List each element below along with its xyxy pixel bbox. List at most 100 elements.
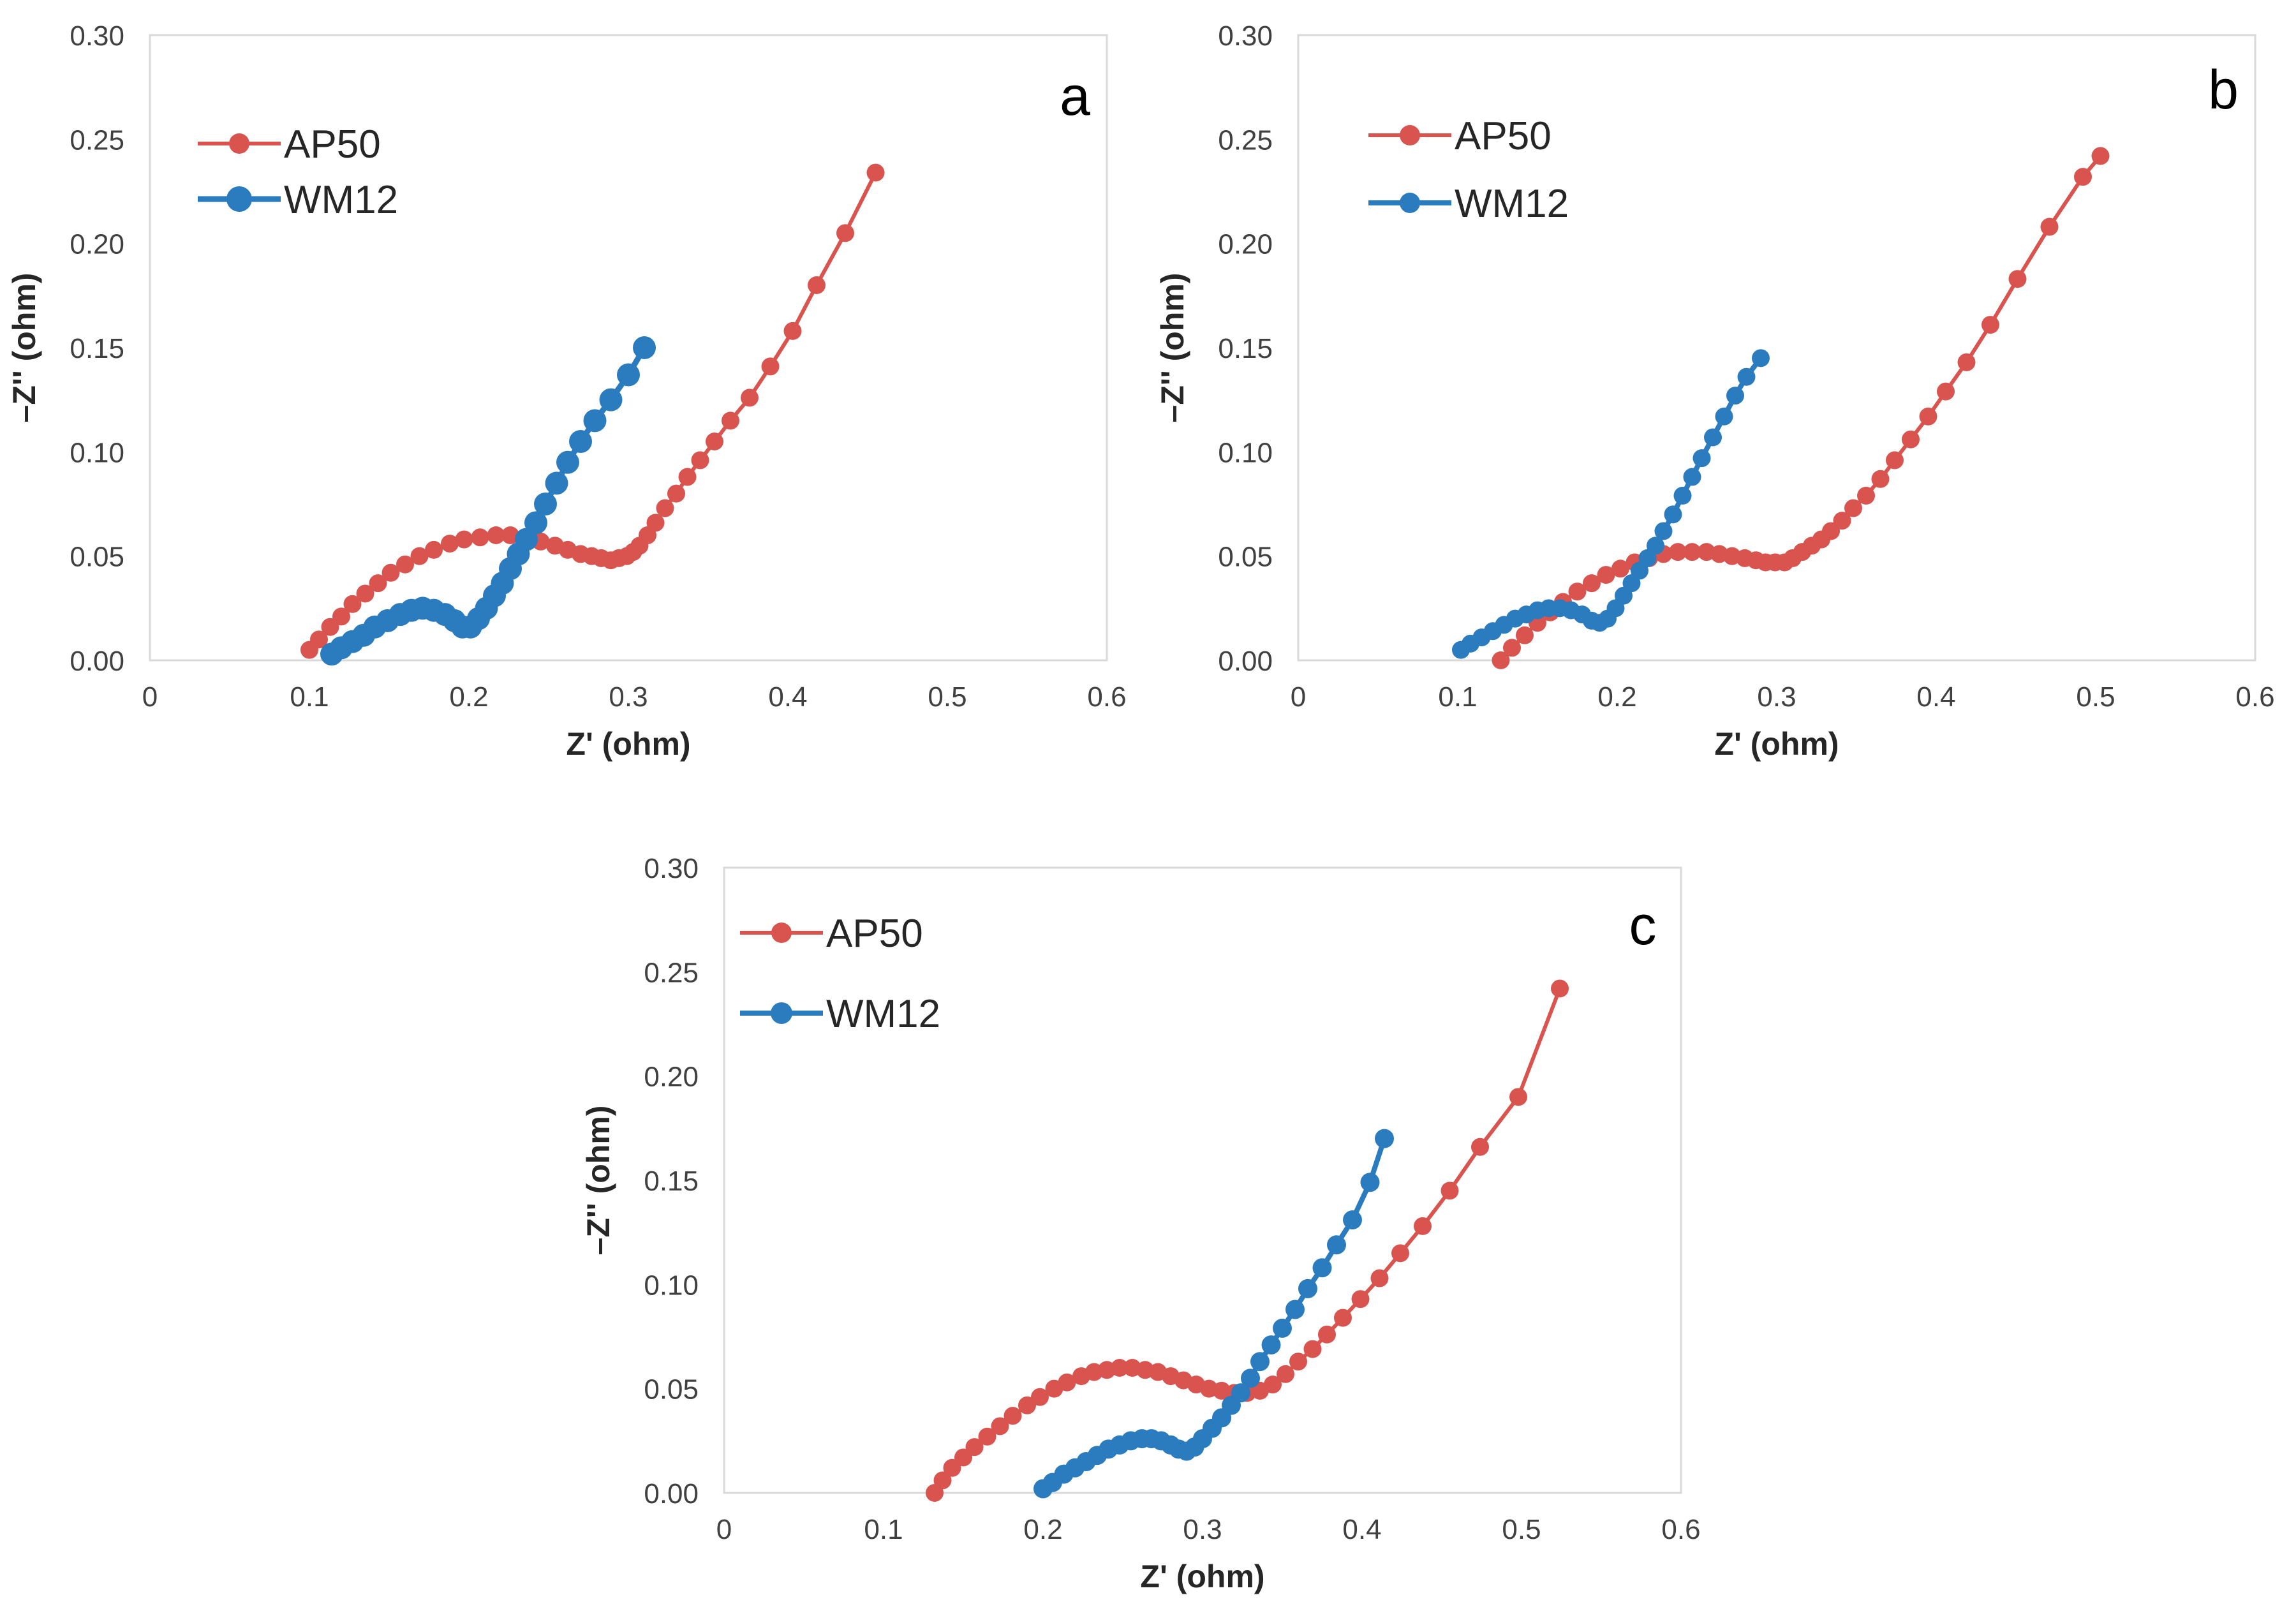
x-tick-label: 0.4 (768, 681, 807, 713)
data-point-ap50 (741, 389, 759, 407)
data-point-wm12 (1250, 1352, 1270, 1372)
data-point-ap50 (761, 357, 780, 376)
x-tick-label: 0.3 (1757, 681, 1796, 713)
data-point-wm12 (569, 430, 592, 453)
data-point-ap50 (471, 528, 489, 547)
data-point-ap50 (691, 451, 709, 470)
legend-marker (771, 1002, 792, 1024)
data-point-ap50 (667, 484, 685, 503)
x-tick-label: 0.6 (1661, 1514, 1700, 1545)
data-point-ap50 (369, 574, 387, 593)
data-point-ap50 (1318, 1325, 1336, 1344)
x-axis-title: Z' (ohm) (1140, 1559, 1264, 1594)
legend-entry-wm12: WM12 (198, 178, 398, 222)
x-tick-label: 0.4 (1916, 681, 1955, 713)
x-axis-title: Z' (ohm) (1714, 726, 1839, 762)
y-tick-label: 0.00 (1218, 646, 1273, 677)
legend-entry-ap50: AP50 (1368, 114, 1552, 158)
data-point-wm12 (583, 409, 607, 433)
data-point-wm12 (1327, 1235, 1346, 1255)
data-point-ap50 (1031, 1388, 1049, 1406)
data-point-ap50 (1871, 470, 1890, 488)
data-point-wm12 (633, 336, 656, 359)
data-point-wm12 (1683, 468, 1701, 486)
data-point-ap50 (396, 555, 414, 574)
data-point-wm12 (617, 363, 640, 387)
y-tick-label: 0.15 (1218, 333, 1273, 364)
x-tick-label: 0.6 (1087, 681, 1126, 713)
y-tick-label: 0.10 (70, 437, 124, 468)
data-point-ap50 (1303, 1340, 1322, 1358)
chart-panel-a: 0 0.1 0.2 0.3 0.4 0.5 0.6 0.00 0.05 0.10 0.15 0.20 0… (6, 20, 1127, 762)
data-point-ap50 (381, 563, 400, 582)
data-point-ap50 (1611, 560, 1629, 578)
data-point-ap50 (1492, 651, 1510, 669)
legend-marker (226, 186, 252, 212)
data-point-wm12 (1241, 1368, 1260, 1388)
data-point-ap50 (1937, 382, 1955, 401)
legend-marker (229, 133, 249, 154)
data-point-ap50 (1351, 1290, 1370, 1309)
plot-area (149, 34, 1108, 662)
data-point-ap50 (1277, 1365, 1294, 1383)
x-tick-label: 0.2 (1023, 1514, 1062, 1545)
data-point-ap50 (1981, 316, 1999, 334)
legend-marker (771, 923, 792, 943)
data-point-wm12 (1715, 407, 1733, 426)
data-point-ap50 (1370, 1269, 1389, 1287)
y-tick-label: 0.10 (644, 1270, 699, 1301)
y-tick-label: 0.30 (70, 20, 124, 52)
x-tick-label: 0.5 (1502, 1514, 1541, 1545)
legend-marker (1400, 125, 1420, 145)
data-point-ap50 (410, 547, 429, 565)
data-point-ap50 (1391, 1244, 1409, 1263)
data-point-ap50 (722, 412, 739, 430)
data-point-ap50 (808, 276, 826, 294)
data-point-wm12 (1664, 505, 1682, 524)
data-point-wm12 (1375, 1129, 1394, 1148)
data-point-ap50 (783, 322, 802, 340)
chart-panel-b: 0 0.1 0.2 0.3 0.4 0.5 0.6 0.00 0.05 0.10 0.15 0.20 0… (1155, 20, 2275, 762)
y-tick-label: 0.30 (644, 853, 699, 884)
series-line-ap50 (933, 988, 1562, 1494)
data-point-wm12 (1285, 1300, 1305, 1319)
y-axis-title: –Z'' (ohm) (6, 273, 42, 423)
legend-label: AP50 (826, 912, 923, 956)
y-tick-label: 0.05 (644, 1374, 699, 1405)
legend-label: AP50 (1455, 114, 1552, 158)
data-point-wm12 (1692, 449, 1711, 468)
y-tick-label: 0.00 (644, 1478, 699, 1509)
data-point-ap50 (1902, 430, 1920, 449)
data-point-wm12 (556, 450, 579, 474)
x-tick-label: 0.5 (928, 681, 967, 713)
data-point-ap50 (991, 1417, 1009, 1435)
y-tick-label: 0.05 (1218, 542, 1273, 573)
data-point-ap50 (1516, 626, 1534, 644)
y-tick-label: 0.05 (70, 542, 124, 573)
data-point-wm12 (1654, 522, 1673, 540)
plot-area (723, 866, 1682, 1494)
data-point-ap50 (1289, 1353, 1307, 1371)
y-tick-label: 0.20 (644, 1062, 699, 1093)
data-point-ap50 (978, 1427, 996, 1446)
plot-area (1297, 34, 2256, 662)
panel-label: b (2208, 59, 2239, 121)
data-point-ap50 (965, 1438, 984, 1457)
y-axis-title: –Z'' (ohm) (581, 1106, 616, 1256)
x-tick-label: 0 (716, 1514, 732, 1545)
data-point-wm12 (1673, 486, 1692, 505)
data-point-ap50 (1551, 979, 1569, 998)
x-tick-label: 0.5 (2076, 681, 2115, 713)
legend-entry-wm12: WM12 (740, 992, 940, 1036)
data-point-ap50 (1597, 566, 1615, 584)
data-point-ap50 (1004, 1407, 1022, 1425)
x-axis-title: Z' (ohm) (566, 726, 690, 762)
x-tick-label: 0.1 (864, 1514, 903, 1545)
data-point-wm12 (1273, 1318, 1292, 1338)
data-point-ap50 (2074, 168, 2092, 186)
data-point-ap50 (1568, 582, 1587, 601)
data-point-ap50 (1334, 1309, 1352, 1327)
data-point-wm12 (545, 471, 568, 495)
data-point-ap50 (441, 535, 459, 553)
data-point-wm12 (1737, 367, 1756, 386)
